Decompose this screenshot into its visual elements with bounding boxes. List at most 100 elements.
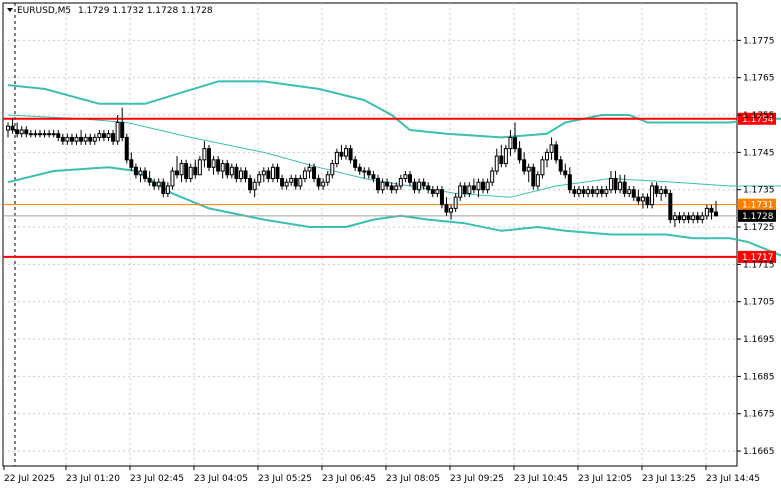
candle-bull xyxy=(37,133,42,136)
candle-bull xyxy=(650,185,655,206)
candle-bear xyxy=(499,155,504,165)
vertical-gridlines xyxy=(65,3,707,466)
candle-bear xyxy=(133,166,138,176)
candle-bear xyxy=(572,189,577,194)
x-tick-label: 23 Jul 05:25 xyxy=(258,474,312,484)
candle-bear xyxy=(124,136,129,161)
bollinger-upper-line xyxy=(7,80,781,139)
candle-bear xyxy=(677,215,682,221)
candle-bull xyxy=(284,181,289,187)
y-tick-label: 1.1695 xyxy=(743,335,775,345)
candle-bear xyxy=(348,148,353,161)
candle-bull xyxy=(544,151,549,161)
candle-bear xyxy=(175,170,180,176)
candle-bear xyxy=(462,185,467,194)
candle-bear xyxy=(366,170,371,176)
level-price-tag xyxy=(738,198,776,211)
candle-bull xyxy=(47,133,52,136)
x-tick-label: 23 Jul 04:05 xyxy=(194,474,248,484)
candle-bull xyxy=(165,185,170,194)
candle-bear xyxy=(120,121,125,138)
current-price-label: 1.1728 xyxy=(742,212,774,222)
candle-bear xyxy=(353,159,358,168)
candle-bull xyxy=(330,163,335,176)
candle-bull xyxy=(586,189,591,194)
candle-bull xyxy=(51,133,56,136)
candle-bull xyxy=(453,196,458,209)
candle-bear xyxy=(88,136,93,142)
candle-bear xyxy=(193,166,198,176)
candle-bear xyxy=(709,207,714,213)
y-tick-label: 1.1745 xyxy=(743,148,775,158)
candle-bear xyxy=(216,159,221,172)
level-price-label: 1.1717 xyxy=(742,253,774,263)
candle-bear xyxy=(385,181,390,187)
candle-bull xyxy=(42,133,47,136)
candle-bear xyxy=(513,136,518,150)
candle-bear xyxy=(444,204,449,213)
candle-bear xyxy=(613,177,618,191)
candle-bull xyxy=(97,133,102,138)
candle-bear xyxy=(439,189,444,206)
candle-bear xyxy=(563,170,568,176)
y-tick-label: 1.1775 xyxy=(743,36,775,46)
candle-bull xyxy=(289,177,294,183)
candle-bull xyxy=(604,189,609,194)
candle-bull xyxy=(618,181,623,191)
candle-bear xyxy=(24,129,29,135)
y-tick-label: 1.1735 xyxy=(743,186,775,196)
candle-bear xyxy=(152,181,157,187)
candle-bear xyxy=(522,159,527,172)
candle-bear xyxy=(622,181,627,194)
candle-bull xyxy=(188,166,193,179)
candle-bull xyxy=(344,148,349,157)
x-tick-label: 22 Jul 2025 xyxy=(4,474,55,484)
candle-bear xyxy=(339,151,344,157)
symbol-label: EURUSD,M5 xyxy=(17,6,71,16)
x-tick-label: 23 Jul 09:25 xyxy=(450,474,504,484)
candle-bull xyxy=(28,133,33,136)
candle-bull xyxy=(672,215,677,221)
candle-bull xyxy=(362,170,367,173)
candle-bull xyxy=(595,189,600,194)
y-tick-label: 1.1665 xyxy=(743,447,775,457)
candle-bull xyxy=(6,125,10,131)
plot-frame xyxy=(2,2,738,467)
candle-bull xyxy=(535,174,540,187)
price-levels[interactable]: 1.1754 1.1731 1.1717 1.1728 xyxy=(3,112,776,263)
x-tick-label: 23 Jul 06:45 xyxy=(322,474,376,484)
candle-bull xyxy=(83,136,88,142)
candle-bear xyxy=(225,163,230,176)
candle-bear xyxy=(206,148,211,168)
candle-bear xyxy=(695,215,700,221)
candle-bear xyxy=(663,189,668,194)
candle-bear xyxy=(79,136,84,142)
chart-header: EURUSD,M5 1.1729 1.1732 1.1728 1.1728 xyxy=(7,6,213,16)
candle-bull xyxy=(211,159,216,168)
candle-bull xyxy=(65,136,70,142)
candle-bull xyxy=(549,144,554,153)
candle-bull xyxy=(449,207,454,213)
dropdown-triangle-icon[interactable] xyxy=(7,8,13,12)
level-price-tag xyxy=(738,250,776,263)
candle-bear xyxy=(430,189,435,194)
candle-bear xyxy=(316,177,321,187)
candle-bull xyxy=(302,170,307,179)
time-axis[interactable]: 22 Jul 2025 23 Jul 01:20 23 Jul 02:45 23 Ju… xyxy=(3,466,760,484)
candle-bull xyxy=(33,133,38,136)
level-price-label: 1.1731 xyxy=(742,201,774,211)
candle-bear xyxy=(599,189,604,194)
candle-bear xyxy=(143,170,148,179)
candle-bull xyxy=(576,189,581,194)
y-tick-label: 1.1685 xyxy=(743,372,775,382)
candle-bull xyxy=(202,148,207,161)
candle-bull xyxy=(640,196,645,202)
candle-bull xyxy=(252,181,257,191)
candle-bull xyxy=(417,181,422,191)
candle-bear xyxy=(266,170,271,179)
candle-bull xyxy=(106,133,111,138)
candle-bear xyxy=(312,166,317,179)
candle-bull xyxy=(229,166,234,176)
price-axis[interactable]: 1.17751.17651.17551.17451.17351.17251.17… xyxy=(737,36,775,457)
